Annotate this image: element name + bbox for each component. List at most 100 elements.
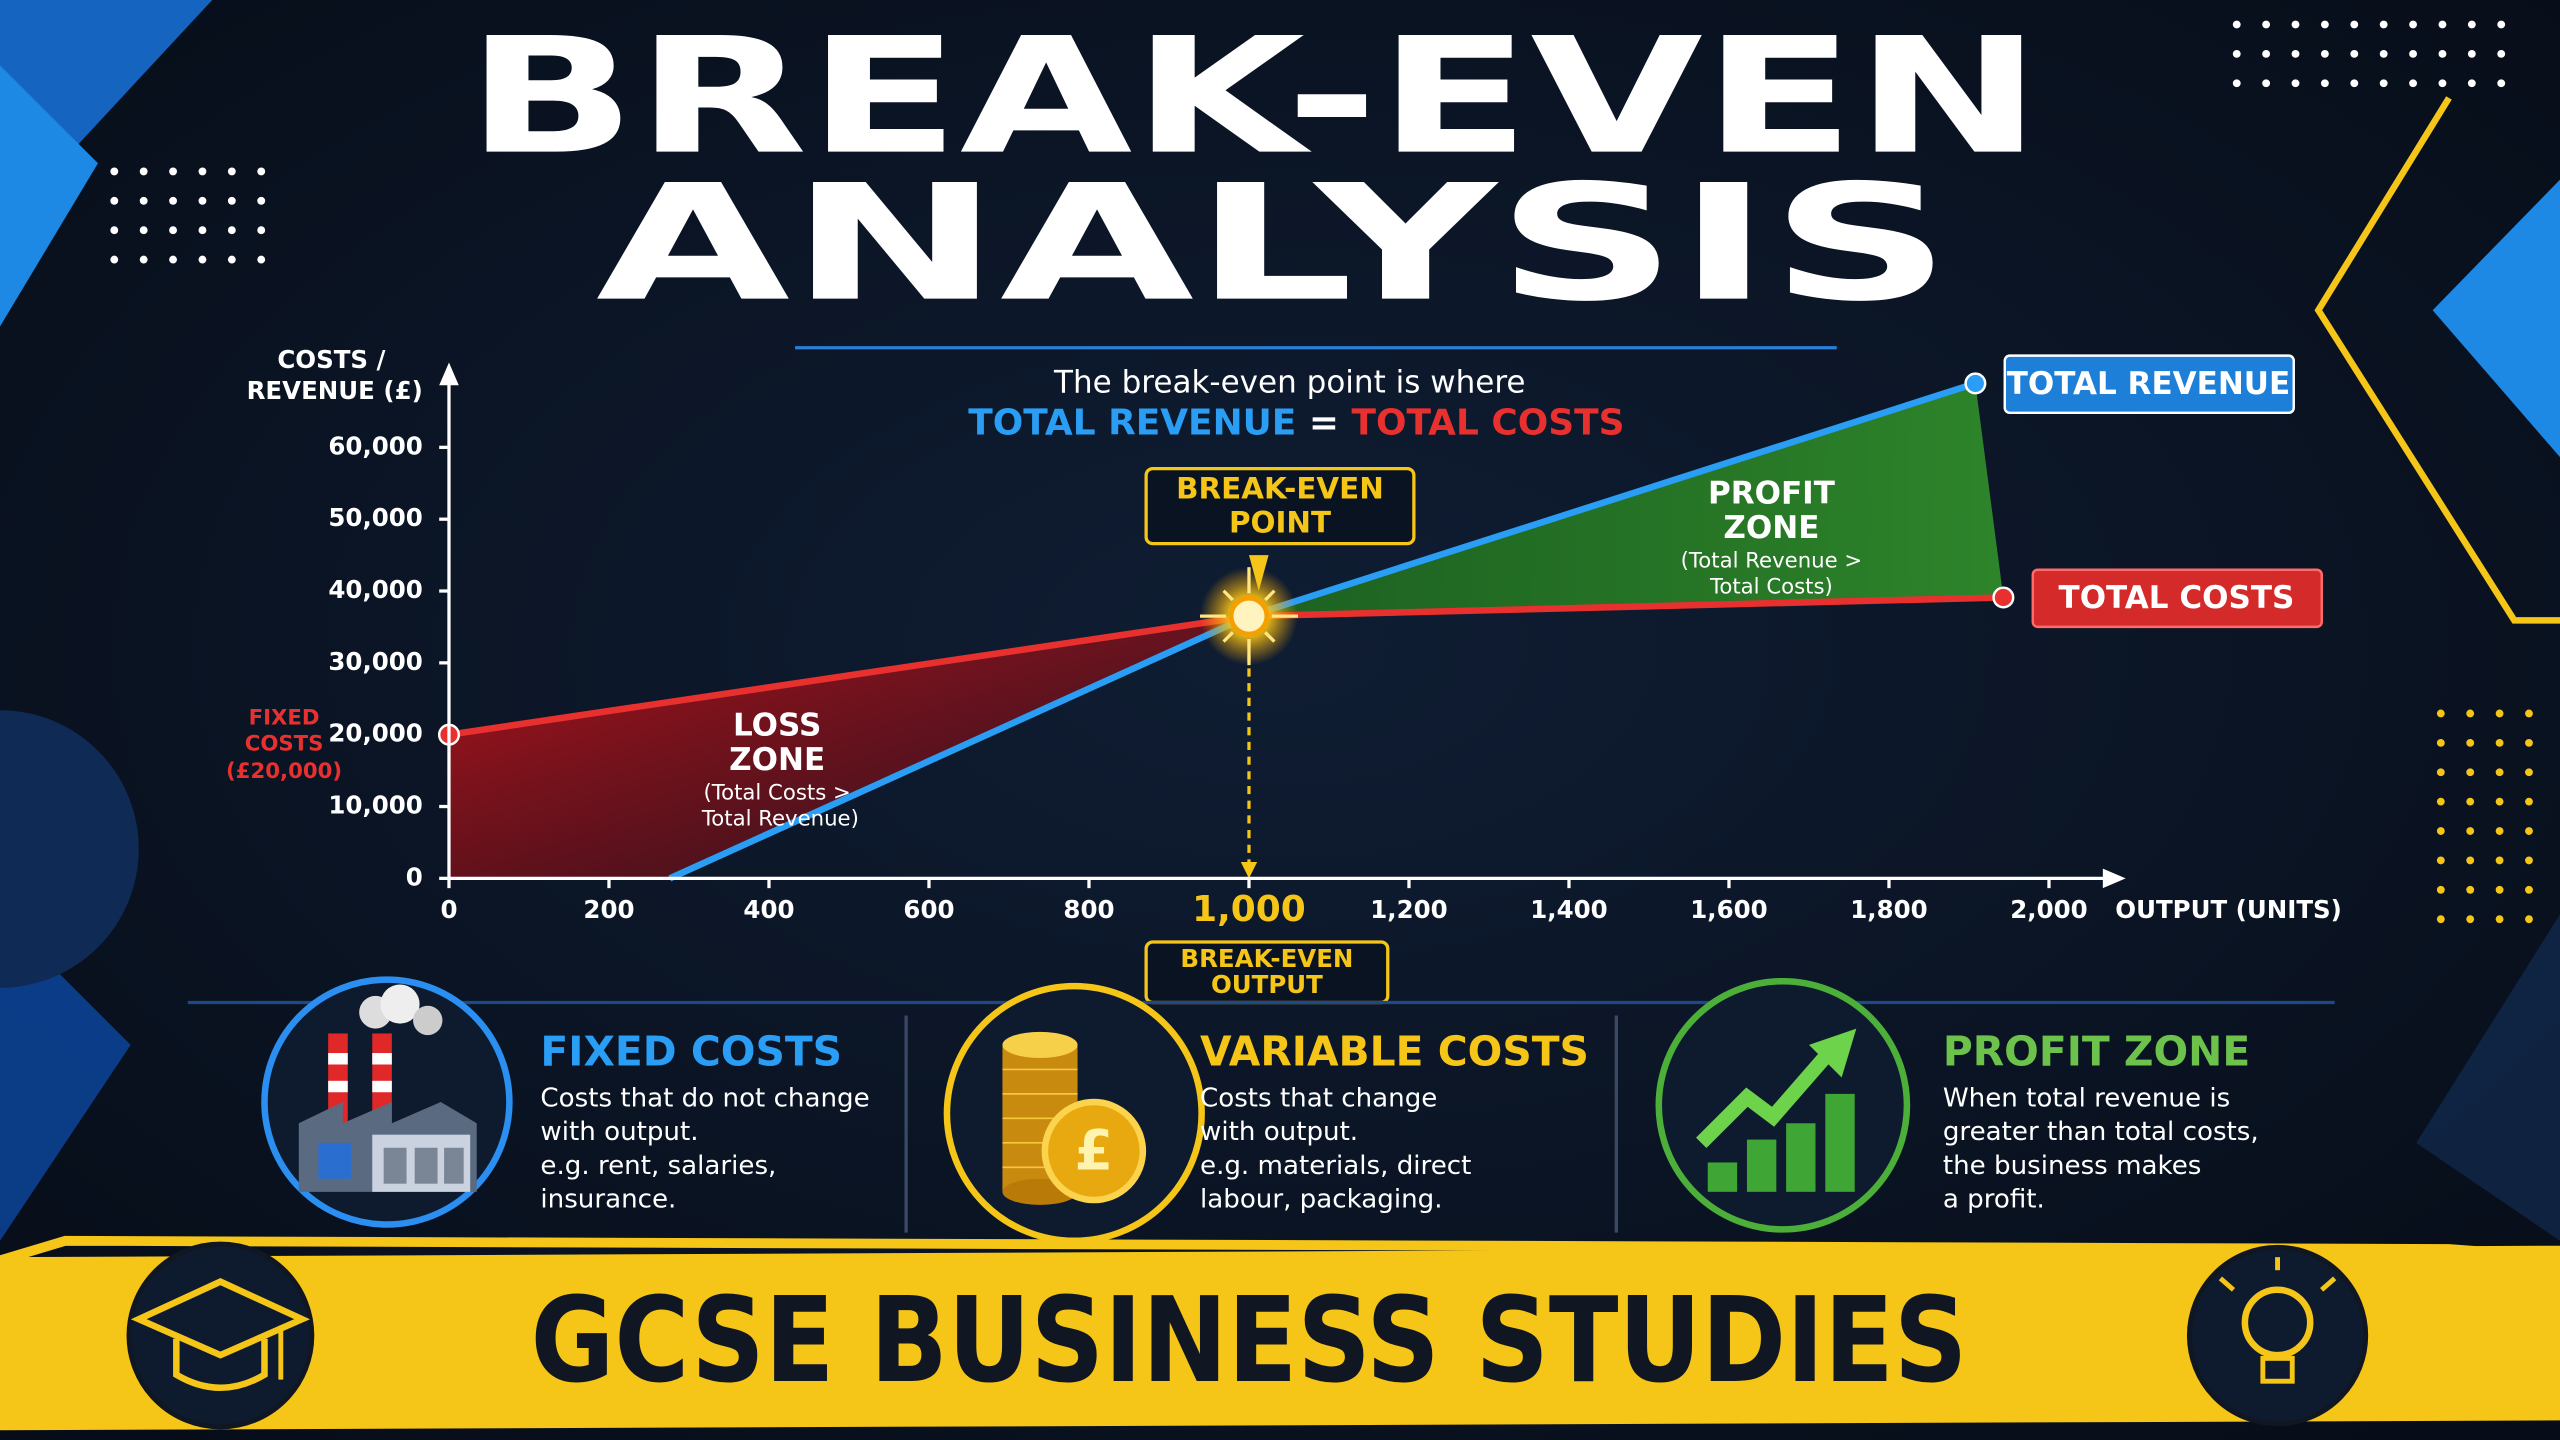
- dot: [2409, 20, 2417, 29]
- factory-icon: [261, 976, 513, 1228]
- corner-shape: [0, 65, 98, 327]
- dot: [2436, 768, 2445, 777]
- x-tick-label: 1,400: [1530, 895, 1607, 924]
- plot: [437, 372, 2051, 889]
- dot: [2436, 709, 2445, 718]
- dot: [2466, 768, 2475, 777]
- loss-zone-note: Total Revenue): [701, 807, 859, 832]
- dot: [2495, 738, 2504, 747]
- dot: [2436, 856, 2445, 865]
- dot: [2232, 49, 2241, 58]
- dot: [2350, 20, 2359, 29]
- dot: [2467, 79, 2476, 88]
- dot: [257, 167, 266, 176]
- cards: FIXED COSTS Costs that do not change with …: [540, 1028, 2258, 1215]
- dot: [2379, 49, 2388, 58]
- glow-ray: [1263, 589, 1276, 602]
- axis-arrow: [439, 362, 459, 386]
- dot: [169, 226, 177, 235]
- card-text: Costs that change: [1200, 1083, 1437, 1113]
- coin-symbol: £: [1075, 1118, 1114, 1183]
- corner-shape: [0, 914, 131, 1241]
- dot: [2525, 738, 2533, 747]
- dot: [227, 226, 236, 235]
- card-text: e.g. materials, direct: [1200, 1151, 1471, 1181]
- dot: [2409, 49, 2417, 58]
- dot: [2291, 20, 2300, 29]
- dot: [2320, 20, 2329, 29]
- title-line: ANALYSIS: [596, 150, 1951, 337]
- dot: [2497, 49, 2506, 58]
- dot: [2525, 915, 2533, 924]
- dot: [2320, 49, 2329, 58]
- subtitle-left: TOTAL REVENUE: [968, 402, 1296, 443]
- corner-shape: [2432, 179, 2560, 458]
- dot: [198, 167, 207, 176]
- dot: [2466, 738, 2475, 747]
- y-axis-label: REVENUE (£): [247, 376, 423, 405]
- dot: [2466, 856, 2475, 865]
- glow-ray: [1222, 589, 1234, 602]
- dot: [2379, 79, 2388, 88]
- dot: [139, 226, 148, 235]
- dot: [257, 255, 266, 264]
- x-tick-label: 800: [1063, 895, 1114, 924]
- dot: [2466, 709, 2475, 718]
- fixed-costs-label: FIXED: [249, 705, 320, 730]
- dot: [139, 255, 148, 264]
- x-axis-label: OUTPUT (UNITS): [2115, 895, 2342, 924]
- dot: [227, 255, 236, 264]
- footer-band: [0, 1245, 2560, 1431]
- dot: [2495, 827, 2504, 835]
- dot-patterns: [110, 20, 2533, 924]
- legend-box: [2031, 568, 2323, 629]
- dot: [2436, 827, 2445, 835]
- subtitle-right: TOTAL COSTS: [1351, 402, 1624, 443]
- card-text: a profit.: [1943, 1185, 2045, 1215]
- loss-zone-title: ZONE: [729, 742, 825, 778]
- break-even-label: POINT: [1229, 506, 1331, 540]
- fixed-costs-label: COSTS: [245, 731, 324, 756]
- dot: [110, 167, 119, 176]
- break-even-label: BREAK-EVEN: [1176, 471, 1384, 505]
- dot: [2262, 79, 2271, 88]
- x-tick-label: 400: [743, 895, 794, 924]
- dot: [2525, 885, 2533, 894]
- axis-arrow: [2102, 868, 2126, 889]
- legend-box: [2003, 354, 2295, 415]
- profit-zone-title: PROFIT: [1708, 476, 1835, 512]
- dot: [2495, 885, 2504, 894]
- dot: [2525, 856, 2533, 865]
- loss-zone-note: (Total Costs >: [703, 780, 850, 805]
- dot: [2436, 915, 2445, 924]
- dot: [2436, 738, 2445, 747]
- dot: [198, 196, 207, 205]
- break-even-output-label: OUTPUT: [1211, 970, 1323, 999]
- card-title: PROFIT ZONE: [1943, 1028, 2250, 1076]
- dot: [169, 255, 177, 264]
- data-point: [1964, 372, 1987, 395]
- legend-label: TOTAL REVENUE: [2007, 366, 2290, 402]
- footer-title: GCSE BUSINESS STUDIES: [531, 1272, 1968, 1409]
- brush-edge: [0, 1235, 2560, 1266]
- corner-shape: [2416, 914, 2560, 1241]
- guide-arrow: [1240, 862, 1258, 879]
- dot: [169, 196, 177, 205]
- card-text: Costs that do not change: [540, 1083, 869, 1113]
- profit-zone-note: Total Costs): [1709, 575, 1833, 600]
- subtitle-equals: =: [1309, 402, 1339, 443]
- dot: [2232, 20, 2241, 29]
- y-tick-label: 0: [406, 862, 423, 891]
- dot: [2262, 20, 2271, 29]
- lightbulb-icon: [2186, 1244, 2369, 1427]
- dot: [2525, 709, 2533, 718]
- dot: [2525, 797, 2533, 806]
- card-title: FIXED COSTS: [540, 1028, 842, 1076]
- profit-zone-note: (Total Revenue >: [1681, 549, 1863, 574]
- dot: [198, 255, 207, 264]
- dot: [2495, 797, 2504, 806]
- x-tick-label: 2,000: [2010, 895, 2087, 924]
- dot: [139, 167, 148, 176]
- x-tick-label: 1,600: [1690, 895, 1767, 924]
- card-text: with output.: [1200, 1117, 1358, 1147]
